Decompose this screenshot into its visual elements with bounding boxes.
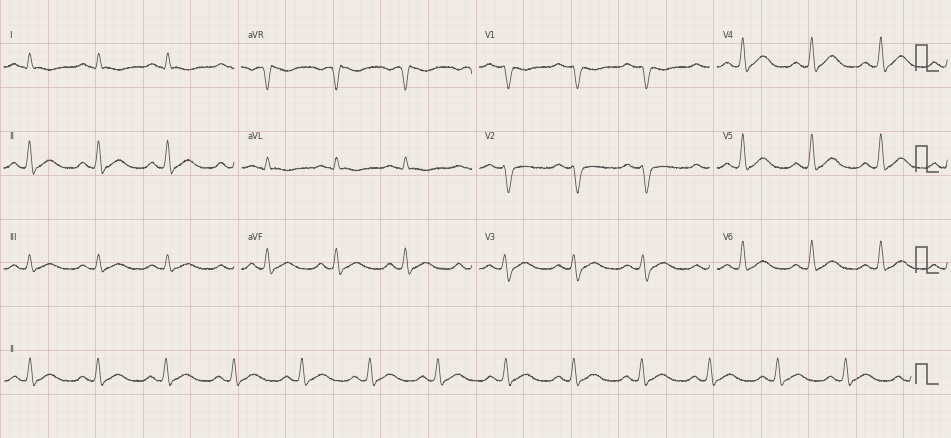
- Text: V1: V1: [485, 31, 496, 39]
- Text: V3: V3: [485, 232, 496, 241]
- Text: V6: V6: [723, 232, 734, 241]
- Text: V2: V2: [485, 131, 496, 140]
- Text: aVR: aVR: [247, 31, 264, 39]
- Text: II: II: [10, 131, 14, 140]
- Text: aVF: aVF: [247, 232, 263, 241]
- Text: V5: V5: [723, 131, 734, 140]
- Text: II: II: [10, 344, 14, 353]
- Text: V4: V4: [723, 31, 734, 39]
- Text: III: III: [10, 232, 17, 241]
- Text: aVL: aVL: [247, 131, 262, 140]
- Text: I: I: [10, 31, 12, 39]
